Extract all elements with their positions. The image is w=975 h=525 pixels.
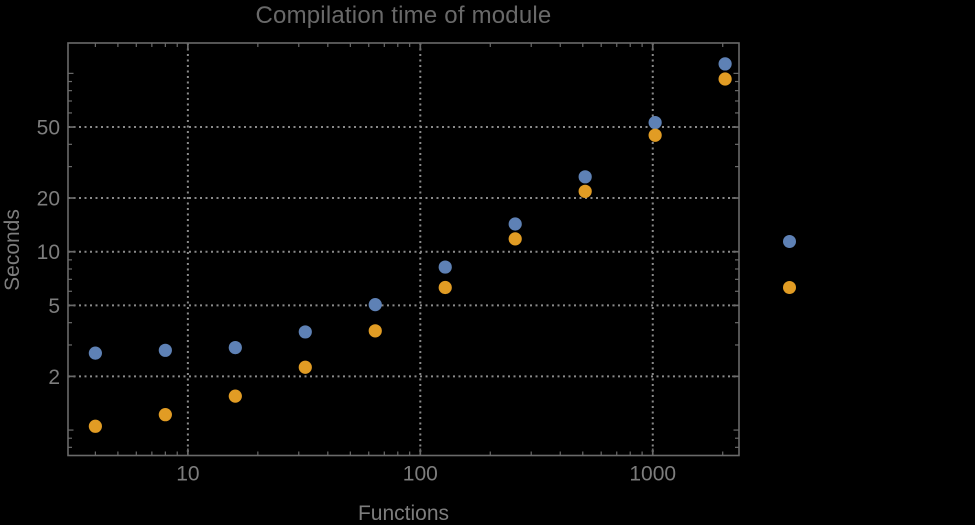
data-point-series-2-orange (298, 360, 312, 374)
data-point-series-2-orange (438, 280, 452, 295)
y-tick-label-50: 50 (37, 117, 60, 140)
legend-marker-series-1-blue (783, 235, 796, 248)
y-tick-label-10: 10 (37, 241, 60, 264)
x-tick-label-10: 10 (176, 463, 199, 486)
x-axis-label: Functions (357, 502, 450, 525)
data-point-series-1-blue (88, 346, 102, 360)
x-tick-label-1000: 1000 (629, 463, 676, 486)
data-point-series-2-orange (508, 232, 522, 246)
data-point-series-2-orange (88, 419, 102, 433)
data-point-series-2-orange (578, 184, 592, 198)
data-point-series-2-orange (368, 324, 382, 338)
chart-title: Compilation time of module (255, 2, 552, 29)
data-point-series-2-orange (228, 389, 242, 403)
data-point-series-1-blue (158, 343, 172, 357)
data-point-series-1-blue (508, 217, 522, 231)
x-tick-label-100: 100 (403, 463, 438, 486)
data-point-series-1-blue (368, 298, 382, 312)
y-tick-label-2: 2 (48, 366, 60, 389)
data-point-series-1-blue (578, 170, 592, 184)
data-point-series-1-blue (718, 57, 732, 71)
plot-frame (67, 42, 740, 457)
data-point-series-2-orange (158, 408, 172, 422)
data-point-series-1-blue (438, 260, 452, 274)
y-tick-label-20: 20 (37, 188, 60, 211)
data-point-series-2-orange (718, 72, 732, 86)
y-tick-label-5: 5 (48, 295, 60, 318)
data-point-series-1-blue (648, 115, 662, 130)
data-point-series-2-orange (648, 128, 662, 142)
legend-marker-series-2-orange (783, 281, 796, 294)
data-point-series-1-blue (228, 340, 242, 355)
data-point-series-1-blue (298, 325, 312, 339)
